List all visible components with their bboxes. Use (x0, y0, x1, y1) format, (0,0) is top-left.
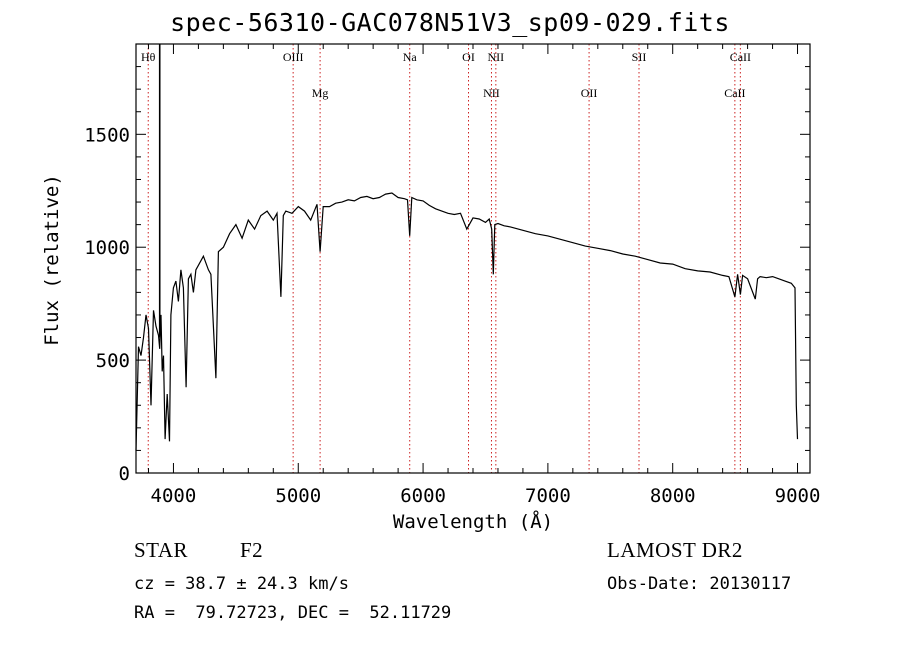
line-label-4: OI (462, 50, 475, 64)
spectral-line-labels: Hθ OIII Mg Na OI NII NII OII SII CaII CaII (141, 50, 751, 100)
y-tick-label: 1000 (84, 237, 130, 259)
y-axis-ticks: 0 500 1000 1500 (84, 43, 810, 485)
line-label-1: OIII (283, 50, 304, 64)
line-label-0: Hθ (141, 50, 156, 64)
line-label-7: OII (581, 86, 598, 100)
chart-title: spec-56310-GAC078N51V3_sp09-029.fits (170, 8, 730, 37)
x-axis-label: Wavelength (Å) (393, 510, 553, 533)
line-label-9: CaII (724, 86, 745, 100)
y-tick-label: 500 (96, 350, 130, 372)
object-subclass: F2 (240, 538, 264, 562)
y-tick-label: 1500 (84, 124, 130, 146)
x-axis-ticks: 4000 5000 6000 7000 8000 9000 (147, 44, 821, 507)
x-tick-label: 8000 (650, 485, 696, 507)
line-label-8: SII (632, 50, 647, 64)
line-label-3: Na (403, 50, 418, 64)
flux-spectrum-line (135, 192, 799, 451)
plot-frame (135, 43, 811, 474)
x-tick-label: 7000 (525, 485, 571, 507)
line-label-10: CaII (730, 50, 751, 64)
y-tick-label: 0 (119, 463, 130, 485)
y-axis-label: Flux (relative) (41, 174, 63, 346)
observation-date: Obs-Date: 20130117 (607, 574, 792, 594)
survey-name: LAMOST DR2 (607, 538, 743, 562)
redshift-velocity: cz = 38.7 ± 24.3 km/s (134, 574, 349, 594)
sky-coordinates: RA = 79.72723, DEC = 52.11729 (134, 603, 452, 623)
line-label-2: Mg (312, 86, 329, 100)
x-tick-label: 5000 (275, 485, 321, 507)
x-tick-label: 6000 (400, 485, 446, 507)
x-tick-label: 4000 (151, 485, 197, 507)
spectral-line-markers (147, 44, 741, 473)
line-label-6: NII (488, 50, 505, 64)
object-class: STAR (134, 538, 188, 562)
line-label-5: NII (483, 86, 500, 100)
x-tick-label: 9000 (775, 485, 821, 507)
